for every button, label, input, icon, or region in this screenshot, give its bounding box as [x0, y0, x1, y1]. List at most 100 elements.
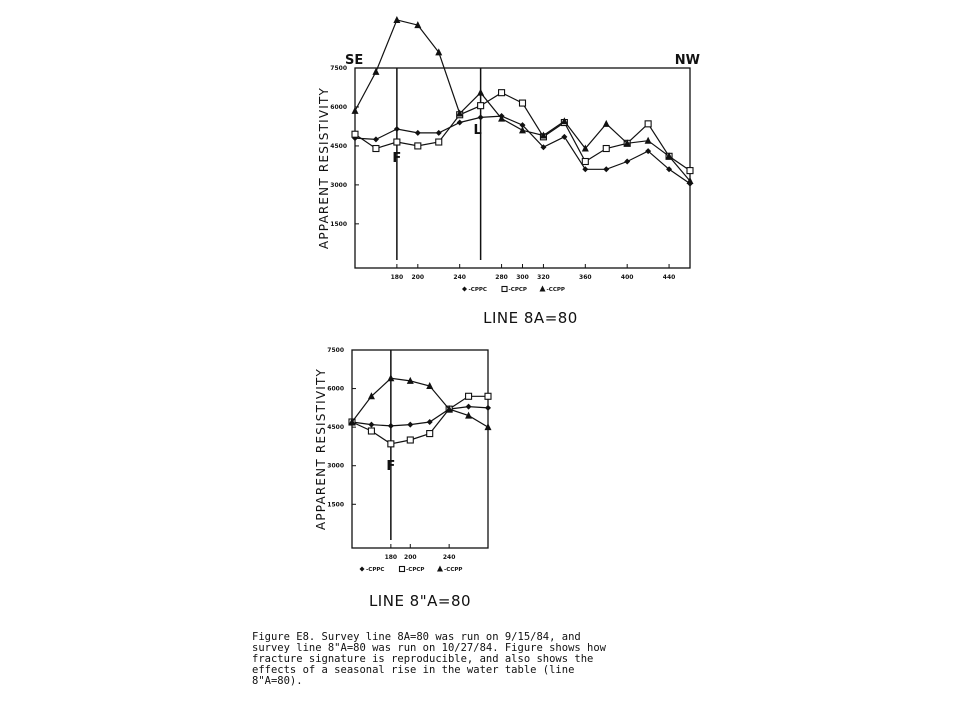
x-tick-label: 360	[579, 274, 592, 281]
x-tick-label: 400	[621, 274, 634, 281]
square-marker	[414, 142, 422, 150]
square-marker	[406, 436, 414, 444]
triangle-marker	[519, 126, 526, 134]
x-tick-label: 200	[412, 274, 425, 281]
corner-label: SE	[345, 53, 363, 68]
caption-line: effects of a seasonal rise in the water …	[252, 664, 574, 676]
x-tick-label: 300	[516, 274, 529, 281]
square-marker	[484, 392, 492, 400]
square-marker	[435, 138, 443, 146]
y-axis-label: APPARENT RESISTIVITY	[314, 368, 328, 530]
x-tick-label: 180	[385, 554, 398, 561]
y-tick-label: 7500	[327, 347, 344, 354]
square-marker	[367, 427, 375, 435]
square-marker	[372, 144, 380, 153]
triangle-marker	[445, 405, 453, 413]
diamond-marker	[359, 566, 365, 572]
x-tick-label: 180	[391, 274, 404, 281]
diamond-marker	[387, 422, 394, 429]
diamond-marker	[519, 122, 526, 129]
chart-title: LINE 8"A=80	[369, 592, 471, 610]
triangle-marker	[348, 418, 356, 425]
square-marker	[602, 144, 610, 153]
reference-label: F	[392, 151, 401, 166]
legend-label: -CPCP	[509, 287, 527, 293]
legend-label: -CCPP	[547, 287, 565, 293]
chart: 1500 3000 4500 6000 7500 180 200 240 APPARENT RE…	[314, 347, 492, 610]
series-line	[351, 377, 489, 428]
y-tick-label: 1500	[330, 221, 347, 228]
diamond-marker	[393, 126, 400, 133]
triangle-marker	[623, 139, 631, 147]
square-marker	[581, 157, 589, 166]
square-marker	[387, 440, 395, 448]
square-marker	[393, 138, 401, 146]
y-tick-label: 1500	[327, 501, 344, 508]
triangle-marker	[644, 136, 652, 144]
legend-label: -CPPC	[469, 287, 487, 293]
triangle-marker	[437, 565, 443, 572]
caption-line: fracture signature is reproducible, and …	[252, 653, 593, 665]
diamond-marker	[485, 404, 491, 411]
triangle-marker	[539, 285, 546, 292]
square-marker	[465, 392, 473, 400]
square-marker	[426, 430, 434, 438]
triangle-marker	[435, 48, 443, 56]
diamond-marker	[435, 129, 442, 136]
chart-title: LINE 8A=80	[483, 309, 578, 327]
y-tick-label: 4500	[330, 143, 347, 150]
diamond-marker	[368, 421, 375, 428]
legend-label: -CPPC	[366, 567, 384, 573]
square-marker	[644, 120, 652, 128]
triangle-marker	[560, 117, 568, 125]
caption-line: survey line 8"A=80 was run on 10/27/84. …	[252, 642, 607, 654]
triangle-marker	[686, 176, 694, 184]
reference-label: F	[386, 459, 395, 474]
diamond-marker	[540, 144, 547, 151]
triangle-marker	[498, 114, 506, 122]
legend-label: -CCPP	[444, 567, 462, 573]
diamond-marker	[582, 166, 589, 173]
triangle-marker	[372, 67, 380, 75]
y-tick-label: 3000	[330, 182, 347, 189]
square-marker	[398, 565, 406, 573]
diamond-marker	[465, 403, 472, 410]
y-tick-label: 3000	[327, 463, 344, 470]
triangle-marker	[456, 109, 464, 117]
legend-label: -CPCP	[406, 567, 424, 573]
caption: Figure E8. Survey line 8A=80 was run on …	[252, 631, 607, 687]
diamond-marker	[477, 114, 484, 121]
triangle-marker	[351, 106, 359, 114]
diamond-marker	[603, 166, 610, 173]
triangle-marker	[665, 152, 673, 160]
x-tick-label: 320	[537, 274, 550, 281]
reference-label: L	[473, 123, 481, 138]
triangle-marker	[465, 411, 473, 419]
square-marker	[351, 130, 359, 138]
caption-line: 8"A=80).	[252, 675, 303, 687]
plot-frame	[351, 349, 489, 549]
diamond-marker	[645, 148, 652, 155]
diamond-marker	[624, 158, 631, 165]
chart: 1500 3000 4500 6000 7500 180 200 240 280 300 320 36…	[317, 15, 700, 327]
x-tick-label: 200	[404, 554, 417, 561]
square-marker	[501, 285, 508, 293]
diamond-marker	[372, 136, 379, 143]
diamond-marker	[426, 419, 433, 425]
triangle-marker	[367, 392, 375, 400]
x-tick-label: 440	[663, 274, 676, 281]
triangle-marker	[581, 144, 589, 152]
y-tick-label: 6000	[327, 386, 344, 393]
y-tick-label: 4500	[327, 424, 344, 431]
y-axis-label: APPARENT RESISTIVITY	[317, 87, 331, 249]
x-tick-label: 240	[453, 274, 466, 281]
triangle-marker	[393, 15, 401, 23]
caption-line: Figure E8. Survey line 8A=80 was run on …	[252, 631, 581, 643]
diamond-marker	[666, 166, 673, 173]
x-tick-label: 240	[443, 554, 456, 561]
triangle-marker	[477, 88, 485, 96]
square-marker	[498, 89, 506, 97]
diamond-marker	[407, 421, 414, 428]
triangle-marker	[387, 374, 395, 382]
